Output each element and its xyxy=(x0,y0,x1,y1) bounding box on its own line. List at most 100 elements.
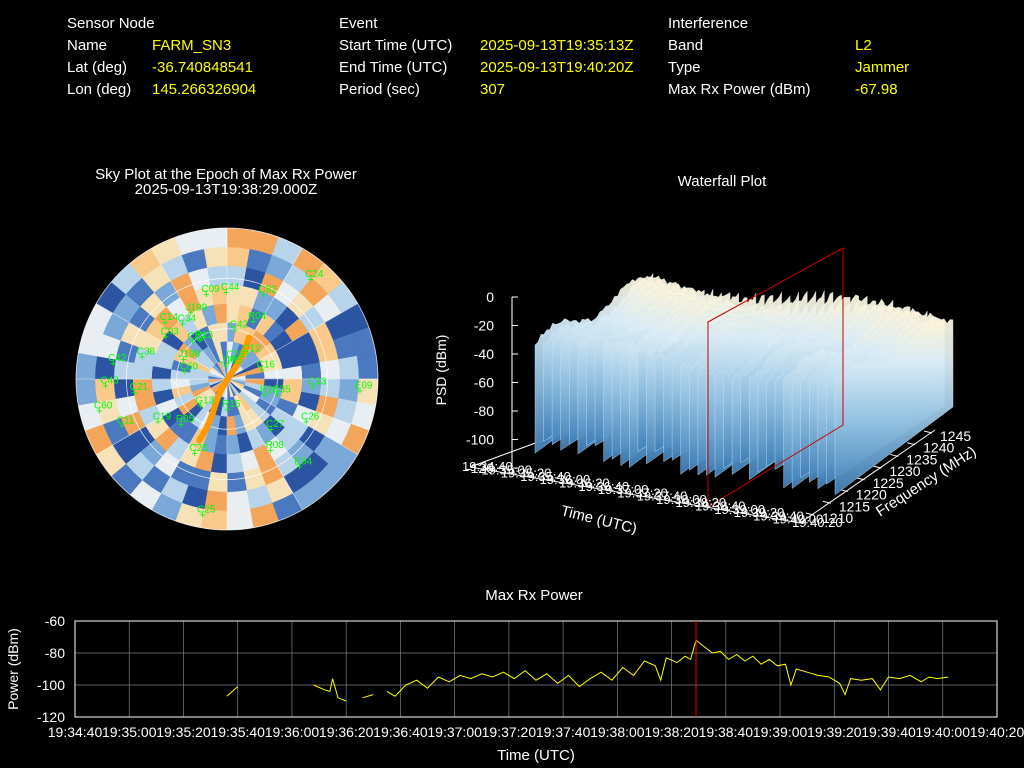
time-axis xyxy=(469,466,801,524)
satellite-label: C25 xyxy=(190,443,209,454)
satellite-label: C11 xyxy=(117,415,135,426)
satellite-marker: + xyxy=(268,424,274,436)
satellite-label: C22 xyxy=(187,332,206,343)
satellite-label: C82 xyxy=(259,285,278,296)
sky-cell xyxy=(356,352,378,380)
time-tick-label: 19:37:00 xyxy=(598,482,649,497)
sky-cell xyxy=(338,355,360,380)
freq-tick xyxy=(805,512,815,516)
sky-cell xyxy=(226,490,251,512)
satellite-marker: + xyxy=(132,387,138,399)
interference-band-value: L2 xyxy=(855,37,872,54)
event-period-value: 307 xyxy=(480,81,506,98)
time-tick-label: 19:38:40 xyxy=(695,499,746,514)
time-tick-label: 19:35:40 xyxy=(520,469,571,484)
satellite-marker: + xyxy=(102,380,108,392)
time-tick-label: 19:35:00 xyxy=(481,462,532,477)
time-tick-label: 19:36:40 xyxy=(578,479,629,494)
freq-tick xyxy=(890,453,899,457)
power-ytick-label: -120 xyxy=(37,709,65,725)
time-tick xyxy=(586,484,591,488)
time-tick xyxy=(683,500,688,504)
z-tick-label: -20 xyxy=(474,318,494,334)
satellite-marker: + xyxy=(189,337,195,349)
epoch-plane xyxy=(707,247,844,508)
freq-tick-label: 1230 xyxy=(889,463,920,479)
z-tick-label: -80 xyxy=(474,403,494,419)
power-grid xyxy=(74,620,998,718)
sensor-lat-value: -36.740848541 xyxy=(152,59,253,76)
z-tick-label: -60 xyxy=(474,375,494,391)
satellite-marker: + xyxy=(155,417,161,429)
time-tick-label: 19:34:40 xyxy=(462,459,513,474)
freq-axis xyxy=(799,429,936,524)
satellite-label: C27 xyxy=(266,419,285,430)
satellite-marker: + xyxy=(274,390,280,402)
freq-tick xyxy=(856,477,865,481)
power-xtick-label: 19:37:20 xyxy=(482,724,537,740)
time-tick-label: 19:37:40 xyxy=(637,489,688,504)
sensor-lon-label: Lon (deg) xyxy=(67,81,132,98)
power-xtick-label: 19:37:40 xyxy=(536,724,591,740)
sky-cell xyxy=(226,246,251,268)
satellite-marker: + xyxy=(228,355,234,367)
satellite-label: R18 xyxy=(260,385,279,396)
time-tick-label: 19:40:00 xyxy=(773,512,824,527)
time-tick-label: 19:35:20 xyxy=(501,466,552,481)
satellite-marker: + xyxy=(224,404,230,416)
power-xtick-label: 19:39:40 xyxy=(861,724,916,740)
interference-band-label: Band xyxy=(668,37,704,54)
satellite-marker: + xyxy=(163,332,169,344)
power-xtick-label: 19:35:40 xyxy=(210,724,265,740)
satellite-label: C43 xyxy=(100,375,119,386)
satellite-label: C42 xyxy=(230,319,249,330)
satellite-marker: + xyxy=(96,406,102,418)
satellite-label: C42 xyxy=(108,353,127,364)
power-xtick-label: 19:37:00 xyxy=(427,724,482,740)
satellite-marker: + xyxy=(223,361,229,373)
freq-tick-label: 1240 xyxy=(923,440,954,456)
power-xtick-label: 19:38:20 xyxy=(644,724,699,740)
event-end-value: 2025-09-13T19:40:20Z xyxy=(480,59,634,76)
satellite-label: C34 xyxy=(178,313,197,324)
event-start-label: Start Time (UTC) xyxy=(339,37,453,54)
satellite-label: R13 xyxy=(195,330,214,341)
time-tick xyxy=(566,481,572,484)
satellite-marker: + xyxy=(192,448,198,460)
satellite-label: J198 xyxy=(178,349,200,360)
power-xtick-label: 19:36:40 xyxy=(373,724,428,740)
time-tick xyxy=(741,510,746,514)
interference-maxpow-label: Max Rx Power (dBm) xyxy=(668,81,811,98)
power-xlabel: Time (UTC) xyxy=(497,747,575,764)
azimuth-line xyxy=(96,303,228,380)
power-series xyxy=(226,621,949,717)
satellite-marker: + xyxy=(262,390,268,402)
power-xtick-label: 19:40:00 xyxy=(916,724,971,740)
power-xtick-label: 19:36:20 xyxy=(319,724,374,740)
satellite-label: C35 xyxy=(272,385,291,396)
power-ytick-label: -80 xyxy=(45,645,65,661)
satellite-label: C60 xyxy=(180,362,199,373)
interference-maxpow-value: -67.98 xyxy=(855,81,898,98)
satellite-marker: + xyxy=(307,274,313,286)
sky-cell xyxy=(203,246,228,268)
freq-tick xyxy=(873,465,882,469)
satellite-label: C14 xyxy=(160,312,179,323)
azimuth-line xyxy=(226,378,303,510)
event-end-label: End Time (UTC) xyxy=(339,59,448,76)
power-xtick-label: 19:39:00 xyxy=(753,724,808,740)
sky-cell xyxy=(226,471,247,493)
azimuth-line xyxy=(151,248,228,380)
satellite-label: C16 xyxy=(257,359,276,370)
sky-cell xyxy=(226,228,254,250)
freq-tick-label: 1225 xyxy=(873,475,904,491)
event-period-label: Period (sec) xyxy=(339,81,420,98)
satellite-marker: + xyxy=(162,317,168,329)
satellite-label: C38 xyxy=(137,346,156,357)
satellite-label: C33 xyxy=(308,377,327,388)
time-tick-label: 19:39:40 xyxy=(753,508,804,523)
sensor-lat-label: Lat (deg) xyxy=(67,59,128,76)
time-tick xyxy=(644,494,649,498)
power-xtick-label: 19:40:20 xyxy=(970,724,1024,740)
sensor-lon-value: 145.266326904 xyxy=(152,81,257,98)
